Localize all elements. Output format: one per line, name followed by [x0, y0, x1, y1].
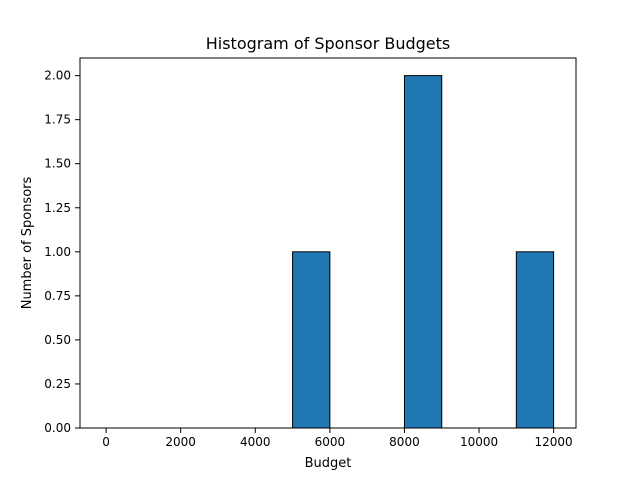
- x-tick-label-5: 10000: [460, 435, 498, 449]
- x-axis-label: Budget: [305, 456, 352, 471]
- chart-title: Histogram of Sponsor Budgets: [206, 34, 451, 53]
- ticks-layer: 0 2000 4000 6000 8000 10000 12000 0.00 0.25 0.50 0…: [44, 69, 572, 449]
- y-tick-label-6: 1.50: [44, 157, 71, 171]
- y-tick-label-3: 0.75: [44, 289, 71, 303]
- y-tick-label-4: 1.00: [44, 245, 71, 259]
- y-tick-label-5: 1.25: [44, 201, 71, 215]
- y-tick-label-8: 2.00: [44, 69, 71, 83]
- x-tick-label-6: 12000: [535, 435, 573, 449]
- y-axis-label: Number of Sponsors: [20, 176, 35, 309]
- y-tick-label-1: 0.25: [44, 377, 71, 391]
- histogram-bar-5: [292, 251, 331, 429]
- y-tick-label-7: 1.75: [44, 113, 71, 127]
- y-tick-label-2: 0.50: [44, 333, 71, 347]
- y-tick-label-0: 0.00: [44, 421, 71, 435]
- x-tick-label-2: 4000: [240, 435, 271, 449]
- histogram-bar-8: [403, 75, 443, 429]
- x-tick-label-0: 0: [102, 435, 110, 449]
- x-tick-label-4: 8000: [389, 435, 420, 449]
- bars-layer: [292, 75, 555, 429]
- x-tick-label-3: 6000: [315, 435, 346, 449]
- histogram-bar-11: [515, 251, 555, 429]
- x-tick-label-1: 2000: [165, 435, 196, 449]
- plot-frame: [79, 57, 577, 429]
